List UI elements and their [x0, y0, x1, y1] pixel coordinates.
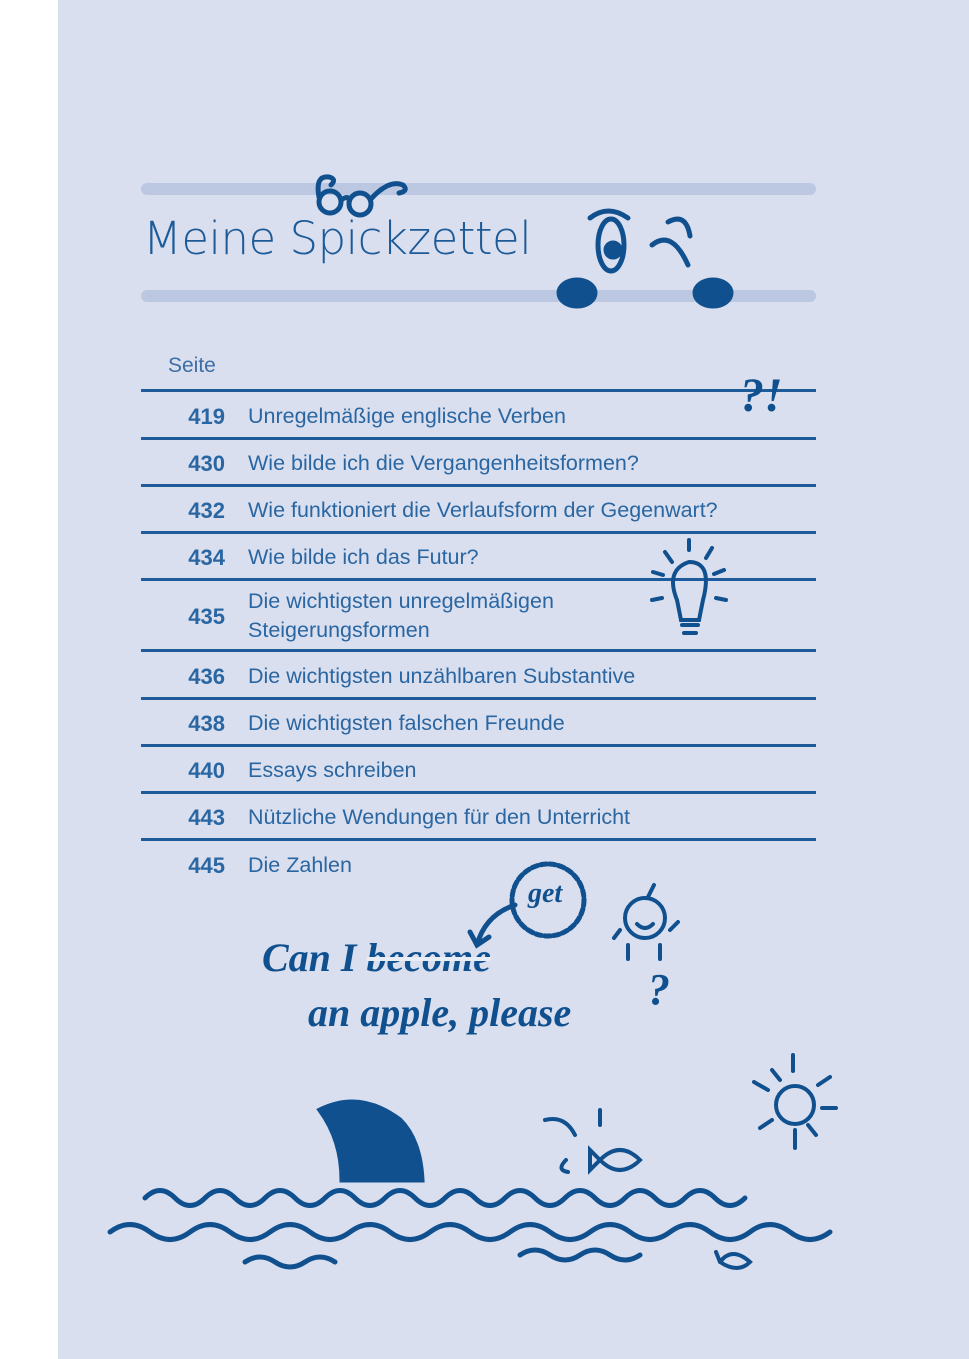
toc-row: 430 Wie bilde ich die Vergangenheitsforme…	[141, 437, 816, 487]
glasses-icon	[315, 174, 408, 218]
handwritten-replacement: get	[528, 878, 563, 909]
lightbulb-icon	[650, 538, 728, 635]
handwritten-can-i: Can I	[262, 935, 357, 980]
handwritten-question-mark: ?	[648, 965, 670, 1014]
page-number: 440	[188, 758, 225, 783]
toc-row: 438 Die wichtigsten falschen Freunde	[141, 697, 816, 747]
sun-icon	[752, 1053, 838, 1150]
top-decorative-bar	[141, 183, 816, 195]
eyes-icon	[556, 208, 734, 309]
toc-row: 445 Die Zahlen	[141, 838, 816, 889]
entry-title: Wie bilde ich das Futur?	[248, 545, 479, 569]
column-header-seite: Seite	[168, 354, 216, 377]
bottom-decorative-bar	[141, 290, 816, 302]
page-number: 434	[188, 545, 225, 570]
interrobang-doodle: ?!	[740, 369, 783, 422]
toc-row: 436 Die wichtigsten unzählbaren Substanti…	[141, 649, 816, 700]
entry-title: Die wichtigsten unregelmäßigen Steigerun…	[248, 589, 554, 642]
toc-row: 435 Die wichtigsten unregelmäßigen Steige…	[141, 578, 816, 652]
struck-word: become	[366, 935, 491, 980]
fish-icon	[543, 1108, 753, 1270]
page-number: 443	[188, 805, 225, 830]
entry-title: Essays schreiben	[248, 758, 417, 782]
page	[58, 0, 969, 1359]
toc-row: 440 Essays schreiben	[141, 744, 816, 794]
waves-icon	[107, 1188, 833, 1270]
handwritten-line1: Can I become	[262, 935, 491, 981]
entry-title: Die wichtigsten unzählbaren Substantive	[248, 663, 636, 688]
child-doodle-icon	[612, 883, 680, 961]
get-cloud-icon	[509, 861, 587, 939]
toc-row: 419 Unregelmäßige englische Verben	[141, 389, 816, 440]
page-title: Meine Spickzettel	[143, 212, 532, 265]
entry-title: Wie funktioniert die Verlaufsform der Ge…	[248, 498, 718, 522]
page-number: 436	[188, 663, 225, 689]
entry-title: Wie bilde ich die Vergangenheitsformen?	[248, 451, 639, 475]
page-number: 445	[188, 852, 225, 878]
entry-title: Nützliche Wendungen für den Unterricht	[248, 805, 631, 829]
toc-row: 443 Nützliche Wendungen für den Unterrich…	[141, 791, 816, 841]
page-number: 430	[188, 451, 225, 476]
entry-title: Die wichtigsten falschen Freunde	[248, 711, 565, 735]
toc-row: 434 Wie bilde ich das Futur?	[141, 531, 816, 581]
entry-title: Die Zahlen	[248, 852, 352, 877]
page-number: 435	[188, 604, 225, 629]
page-number: 419	[188, 403, 225, 429]
entry-title: Unregelmäßige englische Verben	[248, 403, 566, 428]
page-number: 438	[188, 711, 225, 736]
handwritten-line2: an apple, please	[308, 990, 572, 1035]
toc-row: 432 Wie funktioniert die Verlaufsform der…	[141, 484, 816, 534]
arrow-icon	[467, 902, 518, 949]
shark-fin-icon	[316, 1099, 425, 1183]
page-number: 432	[188, 498, 225, 523]
